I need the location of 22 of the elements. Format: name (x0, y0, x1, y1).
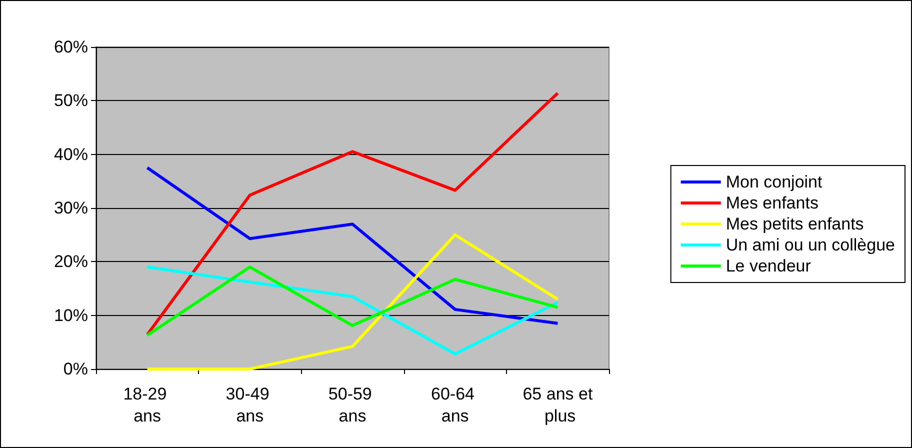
line-series (146, 266, 560, 356)
line-series (146, 266, 560, 337)
x-tick-label: 50-59 ans (328, 384, 377, 426)
legend-label: Mon conjoint (726, 172, 823, 192)
y-tick-label: 30% (54, 198, 88, 218)
legend-label: Un ami ou un collègue (726, 236, 896, 254)
y-tick-label: 0% (63, 360, 88, 378)
legend-label: Mes enfants (726, 194, 818, 212)
line-series (146, 166, 560, 325)
y-tick-label: 20% (54, 252, 88, 272)
x-tick-label: 60-64 ans (431, 384, 480, 426)
line-series (146, 92, 560, 336)
legend-label: Le vendeur (726, 256, 812, 276)
legend-label: Mes petits enfants (726, 214, 864, 234)
x-tick-label: 65 ans et plus (522, 384, 593, 426)
y-tick-label: 50% (54, 91, 88, 110)
y-tick-label: 10% (54, 306, 88, 325)
x-tick-label: 30-49 ans (226, 384, 274, 426)
y-tick-label: 60% (54, 38, 88, 56)
x-tick-label: 18-29 ans (123, 384, 172, 426)
line-series (146, 233, 560, 370)
y-tick-label: 40% (54, 144, 88, 164)
